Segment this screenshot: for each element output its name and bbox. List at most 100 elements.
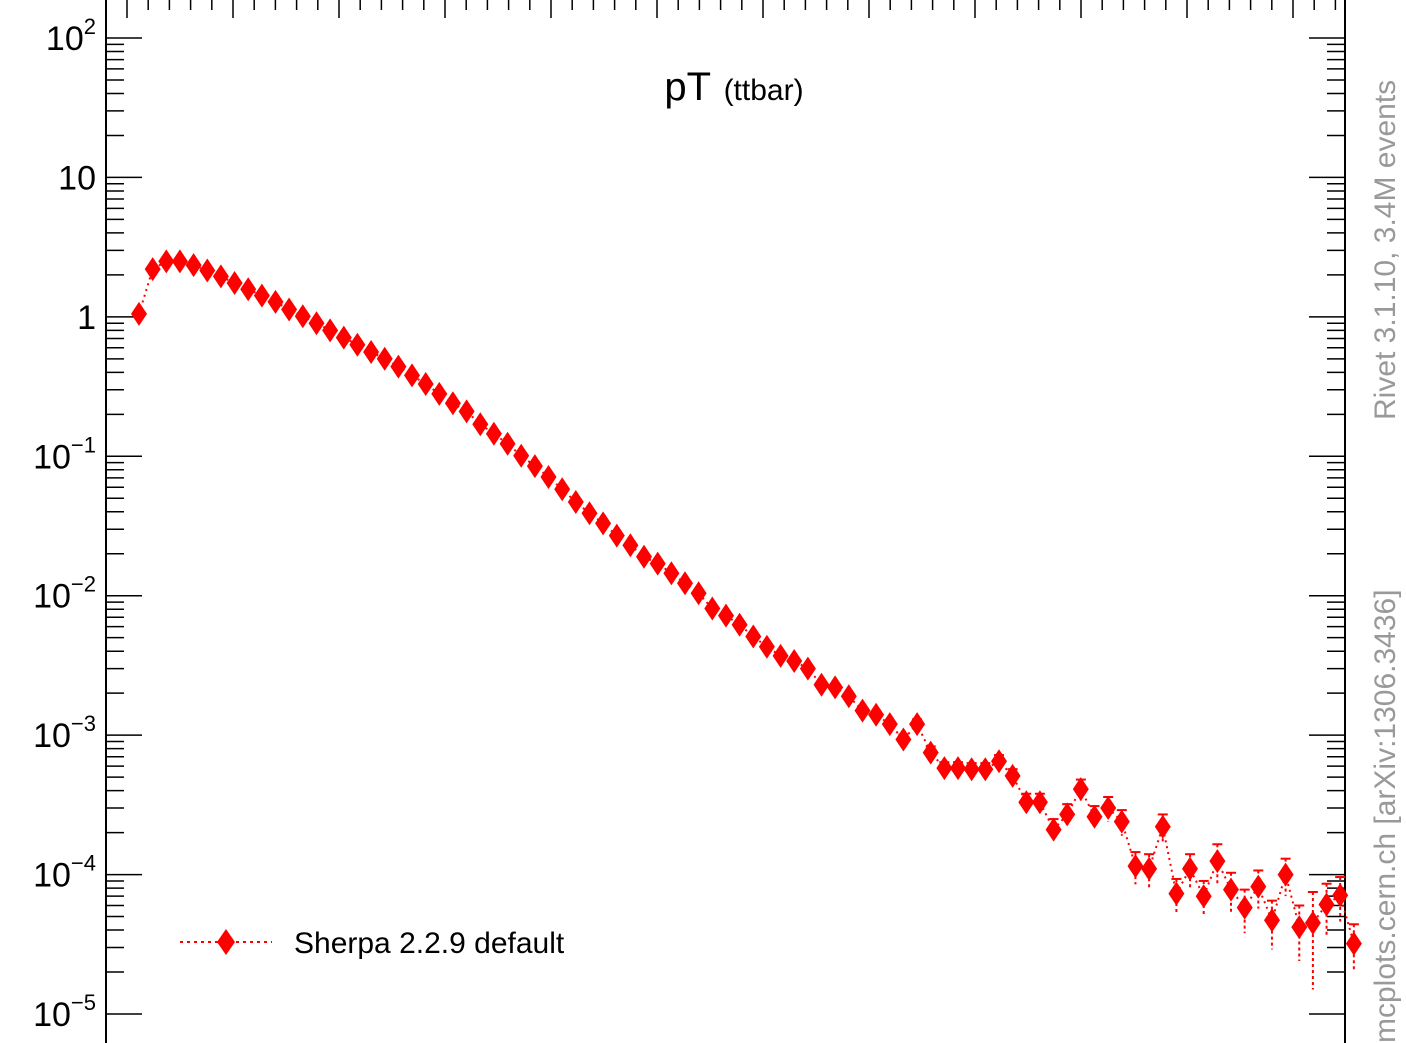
y-tick-label: 10−1 (33, 432, 96, 476)
data-point (1154, 814, 1171, 839)
data-point (1072, 777, 1089, 802)
data-point (595, 511, 612, 536)
y-tick-label-exponent: 2 (84, 14, 96, 39)
chart-title-subtitle: (ttbar) (724, 74, 804, 107)
data-point (253, 283, 270, 308)
data-point (827, 675, 844, 700)
data-point (212, 264, 229, 289)
data-point (294, 304, 311, 329)
data-point (1277, 862, 1294, 887)
data-point (1113, 809, 1130, 834)
data-point (1209, 849, 1226, 874)
data-point (540, 465, 557, 489)
data-point (472, 412, 489, 437)
data-markers (131, 249, 1362, 956)
y-tick-label-base: 10 (33, 717, 71, 755)
source-label: mcplots.cern.ch [arXiv:1306.3436] (1369, 589, 1402, 1043)
data-point (281, 297, 298, 322)
data-point (513, 443, 530, 468)
data-point (444, 391, 461, 416)
data-point (1291, 915, 1308, 940)
data-point (267, 289, 284, 314)
data-point (226, 271, 243, 295)
data-point (718, 603, 734, 628)
x-axis-ticks (126, 0, 1337, 18)
y-tick-label-base: 10 (33, 438, 71, 476)
data-point (1100, 796, 1117, 820)
data-point (745, 624, 762, 649)
data-point (936, 756, 953, 781)
series-line-path (138, 260, 1355, 944)
y-tick-label-base: 1 (77, 299, 96, 337)
data-point (1223, 877, 1239, 902)
data-point (158, 249, 175, 274)
data-point (1182, 856, 1198, 881)
data-point (622, 533, 639, 558)
y-tick-label-exponent: −3 (71, 711, 96, 736)
data-point (704, 596, 721, 621)
data-point (526, 454, 543, 479)
data-point (881, 712, 898, 737)
y-axis-ticks (106, 37, 1345, 1015)
data-point (171, 249, 188, 274)
chart-title-main: pT (664, 65, 711, 109)
y-tick-label-exponent: −1 (71, 432, 96, 457)
data-point (950, 756, 966, 781)
data-point (376, 346, 393, 371)
data-point (1250, 874, 1267, 899)
plot-frame (105, 0, 1346, 1043)
data-point (731, 612, 748, 637)
chart-title: pT (ttbar) (664, 65, 803, 109)
y-tick-label: 10−5 (33, 990, 96, 1034)
data-point (690, 581, 707, 606)
data-point (554, 477, 571, 502)
data-point (895, 727, 912, 752)
data-point (649, 551, 666, 576)
data-point (758, 634, 775, 659)
data-point (1141, 856, 1158, 881)
data-point (977, 757, 994, 782)
y-tick-label: 10 (58, 159, 96, 197)
y-tick-label: 10−3 (33, 711, 96, 755)
data-point (1045, 817, 1062, 842)
data-point (1168, 881, 1185, 906)
data-point (1318, 892, 1335, 917)
data-point (799, 656, 816, 681)
data-point (499, 431, 516, 456)
y-tick-label-base: 10 (33, 857, 71, 895)
data-point (1195, 884, 1212, 909)
data-point (240, 277, 257, 302)
y-tick-label-base: 10 (33, 996, 71, 1034)
data-point (868, 702, 885, 727)
data-point (185, 253, 202, 278)
data-point (581, 501, 598, 526)
data-point (1345, 931, 1362, 956)
legend-marker (217, 929, 235, 955)
data-point (417, 372, 434, 396)
data-point (786, 649, 803, 673)
data-point (458, 399, 475, 424)
data-point (677, 571, 693, 596)
data-point (1059, 802, 1076, 827)
legend-label: Sherpa 2.2.9 default (294, 927, 565, 960)
data-point (922, 740, 939, 765)
data-point (608, 523, 625, 548)
data-point (363, 340, 380, 364)
data-point (813, 672, 830, 697)
data-point (1004, 763, 1021, 788)
data-point (199, 258, 216, 283)
data-point (485, 421, 502, 446)
data-point (663, 561, 680, 586)
y-tick-label-exponent: −5 (71, 990, 96, 1015)
series-line (138, 260, 1355, 944)
y-tick-label-exponent: −4 (71, 851, 96, 876)
data-point (1332, 883, 1349, 908)
data-point (390, 354, 407, 379)
data-point (567, 490, 584, 514)
y-tick-label: 10−4 (33, 851, 96, 895)
data-point (1086, 804, 1103, 829)
data-point (1031, 790, 1048, 815)
data-point (636, 544, 652, 569)
